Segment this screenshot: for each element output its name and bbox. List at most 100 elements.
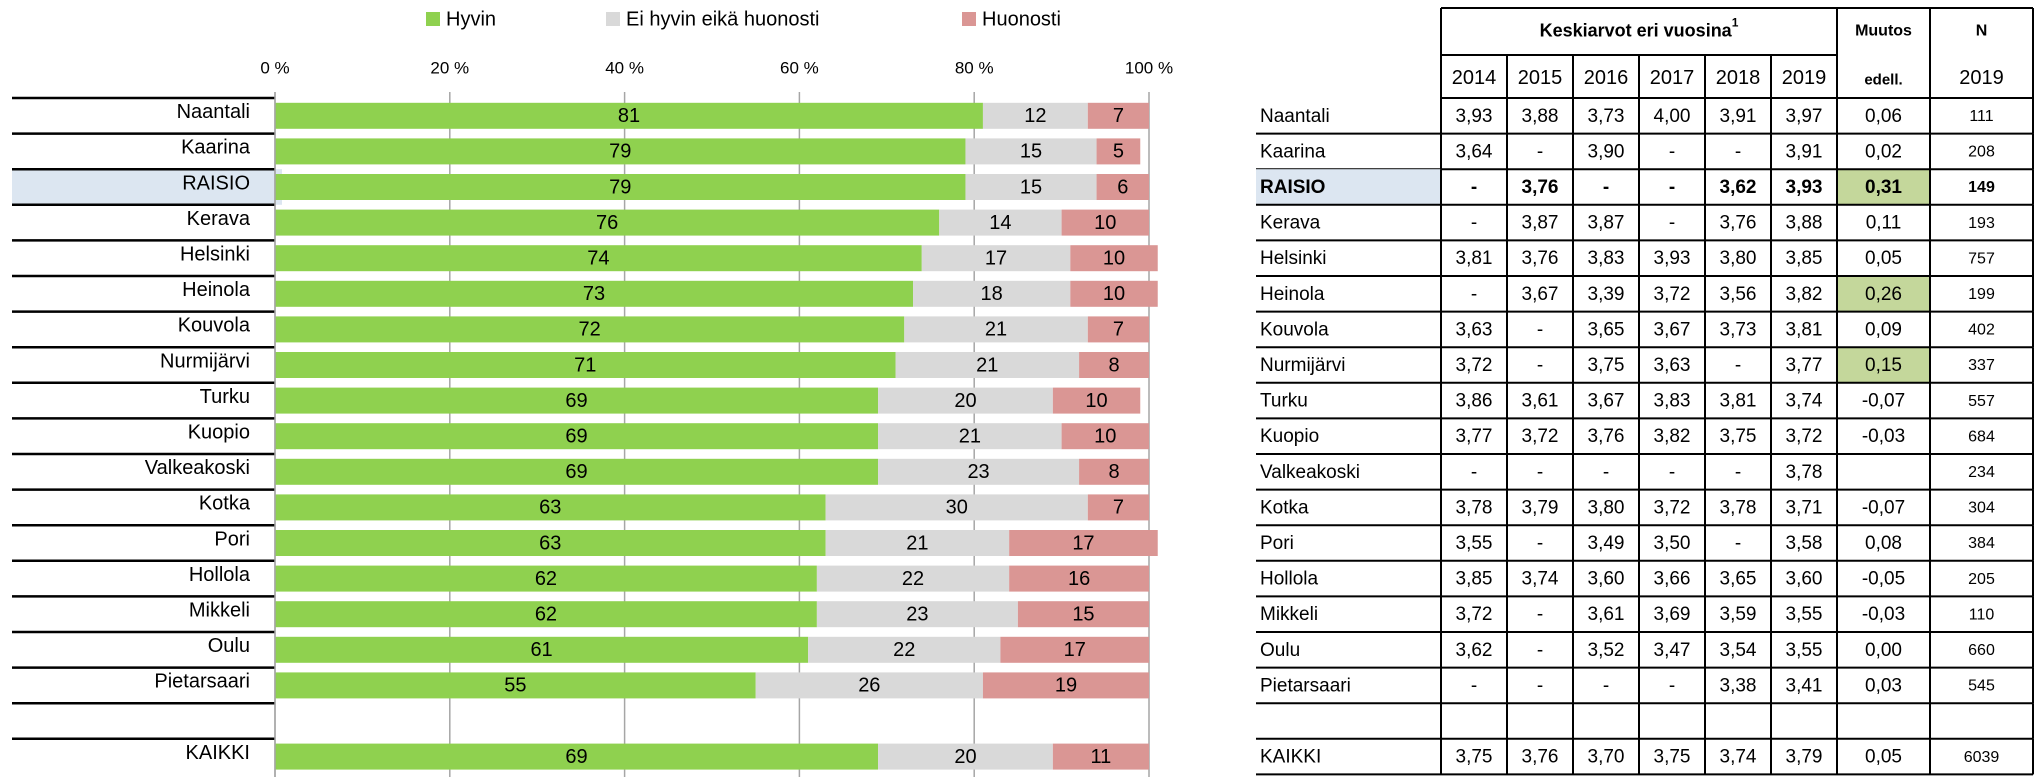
bar-segment <box>878 423 1062 450</box>
bar-segment <box>965 138 1097 165</box>
bar-segment <box>825 494 1088 521</box>
bar-segment <box>878 458 1080 485</box>
table-cell: 3,82 <box>1654 426 1691 447</box>
y-tick-label: Valkeakoski <box>145 457 250 479</box>
table-cell: 3,41 <box>1786 675 1823 696</box>
table-cell: 3,88 <box>1786 213 1823 234</box>
table-cell: 3,67 <box>1654 319 1691 340</box>
row-label: Turku <box>1260 391 1308 412</box>
table-cell: 3,55 <box>1786 640 1823 661</box>
year-header: 2015 <box>1518 67 1563 89</box>
bar-segment <box>275 174 966 200</box>
data-label: 10 <box>1094 212 1116 234</box>
table-cell: 3,65 <box>1588 319 1625 340</box>
table-cell: 3,58 <box>1786 533 1823 554</box>
bar-segment <box>755 672 983 699</box>
data-label: 7 <box>1113 497 1124 519</box>
table-cell: 208 <box>1968 144 1995 161</box>
data-label: 8 <box>1108 461 1119 483</box>
bar-segment <box>1052 743 1149 770</box>
data-label: 69 <box>565 746 587 768</box>
legend-label: Huonosti <box>982 8 1061 30</box>
y-tick-label: Heinola <box>182 279 251 301</box>
bar-segment <box>825 530 1010 556</box>
table-cell: 3,88 <box>1522 106 1559 127</box>
data-label: 22 <box>902 568 924 590</box>
data-label: 61 <box>530 639 552 661</box>
table-cell: 3,80 <box>1720 248 1757 269</box>
table-cell: 3,71 <box>1786 497 1823 518</box>
y-tick-label: Helsinki <box>180 243 250 265</box>
table-cell: 3,81 <box>1786 319 1823 340</box>
table-cell: 3,55 <box>1456 533 1493 554</box>
table-cell: - <box>1537 355 1543 376</box>
table-cell: 3,60 <box>1588 569 1625 590</box>
table-cell: 3,86 <box>1456 391 1493 412</box>
cell-highlight <box>1837 276 1930 312</box>
table-cell: 3,62 <box>1720 177 1757 198</box>
table-cell: 3,59 <box>1720 604 1757 625</box>
data-label: 63 <box>539 532 561 554</box>
year-header: 2018 <box>1716 67 1761 89</box>
table-cell: - <box>1735 355 1741 376</box>
bar-segment <box>1096 174 1149 200</box>
table-cell: 3,75 <box>1456 747 1493 768</box>
bar-segment <box>808 636 1001 663</box>
table-cell: - <box>1537 141 1543 162</box>
table-cell: 3,50 <box>1654 533 1691 554</box>
table-cell: 3,70 <box>1588 747 1625 768</box>
row-label: KAIKKI <box>1260 747 1321 768</box>
bar-segment <box>1009 530 1158 556</box>
table-cell: 3,78 <box>1786 462 1823 483</box>
table-cell: 0,05 <box>1865 747 1902 768</box>
bar-segment <box>275 530 826 556</box>
table-cell: - <box>1537 319 1543 340</box>
table-cell: 3,81 <box>1456 248 1493 269</box>
row-label: Naantali <box>1260 106 1330 127</box>
data-label: 21 <box>959 425 981 447</box>
data-label: 74 <box>587 247 609 269</box>
y-tick-label: RAISIO <box>182 172 250 194</box>
bar-segment <box>275 565 817 592</box>
table-cell: 3,76 <box>1720 213 1757 234</box>
data-label: 71 <box>574 354 596 376</box>
bar-segment <box>1079 458 1149 485</box>
y-tick-label: Pietarsaari <box>154 671 250 693</box>
table-cell: 0,06 <box>1865 106 1902 127</box>
table-cell: 3,74 <box>1720 747 1757 768</box>
table-title: Keskiarvot eri vuosina1 <box>1540 16 1739 41</box>
table-cell: -0,03 <box>1862 604 1905 625</box>
table-cell: - <box>1537 604 1543 625</box>
table-cell: 3,72 <box>1654 284 1691 305</box>
row-label: Kaarina <box>1260 141 1326 162</box>
bar-segment <box>982 672 1149 699</box>
data-label: 26 <box>858 675 880 697</box>
bar-segment <box>965 174 1097 200</box>
data-label: 23 <box>906 603 928 625</box>
table-cell: 3,72 <box>1456 604 1493 625</box>
table-cell: - <box>1669 213 1675 234</box>
table-cell: 3,78 <box>1720 497 1757 518</box>
table-cell: 3,64 <box>1456 141 1493 162</box>
x-tick-label: 60 % <box>780 58 819 77</box>
table-cell: 149 <box>1968 179 1995 196</box>
data-label: 63 <box>539 497 561 519</box>
table-cell: 3,79 <box>1786 747 1823 768</box>
bar-segment <box>275 209 940 236</box>
x-tick-label: 20 % <box>430 58 469 77</box>
table-cell: - <box>1537 675 1543 696</box>
table-cell: - <box>1669 141 1675 162</box>
data-label: 81 <box>618 105 640 127</box>
data-label: 22 <box>893 639 915 661</box>
bar-segment <box>1087 102 1149 129</box>
table-cell: 3,74 <box>1522 569 1559 590</box>
table-cell: 3,54 <box>1720 640 1757 661</box>
bar-segment <box>275 245 922 272</box>
data-label: 21 <box>906 532 928 554</box>
legend-label: Hyvin <box>446 8 496 30</box>
data-label: 17 <box>1064 639 1086 661</box>
table-cell: 3,82 <box>1786 284 1823 305</box>
row-label: Pietarsaari <box>1260 675 1351 696</box>
bar-segment <box>816 601 1018 628</box>
table-cell: 3,93 <box>1786 177 1823 198</box>
